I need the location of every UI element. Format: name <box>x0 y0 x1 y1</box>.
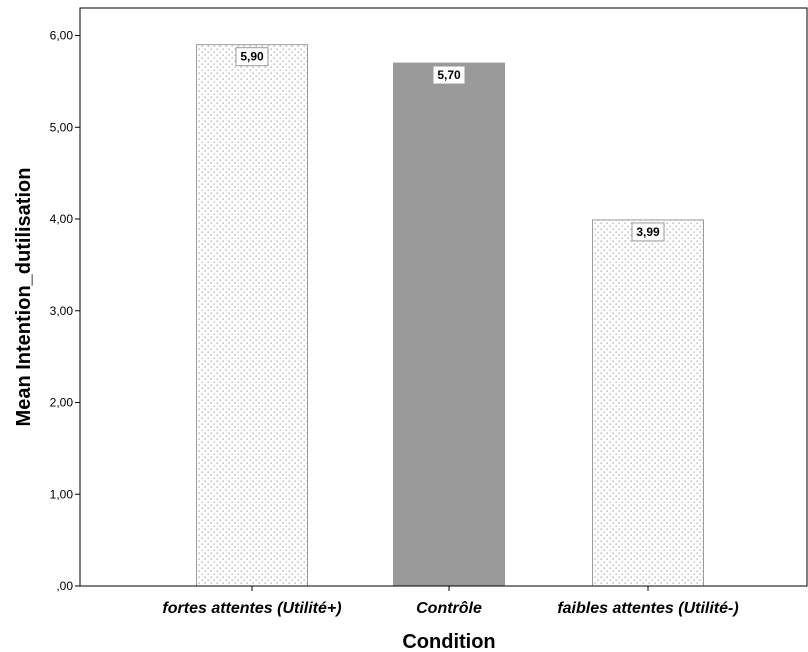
bars: 5,90 5,70 3,99 <box>196 44 704 587</box>
y-axis-title: Mean Intention_dutilisation <box>13 168 35 427</box>
data-label-box <box>631 222 665 242</box>
y-tick-label: ,00 <box>56 579 73 593</box>
y-tick-label: 3,00 <box>50 304 74 318</box>
y-tick-label: 4,00 <box>50 212 74 226</box>
x-tick-label: faibles attentes (Utilité-) <box>557 600 738 617</box>
bar <box>196 44 308 587</box>
y-tick-label: 6,00 <box>50 29 74 43</box>
y-tick-label: 1,00 <box>50 487 74 501</box>
x-tick-label: Contrôle <box>416 600 482 617</box>
x-axis-title: Condition <box>402 631 495 652</box>
data-label: 5,90 <box>240 50 264 64</box>
data-label: 5,70 <box>437 68 461 82</box>
x-axis-category-labels: fortes attentes (Utilité+) Contrôle faible… <box>162 586 739 617</box>
bar <box>592 219 704 587</box>
x-tick-label: fortes attentes (Utilité+) <box>162 600 341 617</box>
y-tick-label: 5,00 <box>50 120 74 134</box>
data-label: 3,99 <box>636 225 660 239</box>
data-label-box <box>235 47 269 67</box>
data-label-box <box>432 65 466 85</box>
bar <box>393 62 505 587</box>
y-tick-label: 2,00 <box>50 396 74 410</box>
y-axis-ticks: ,00 1,00 2,00 3,00 4,00 5,00 6,00 <box>50 29 80 593</box>
